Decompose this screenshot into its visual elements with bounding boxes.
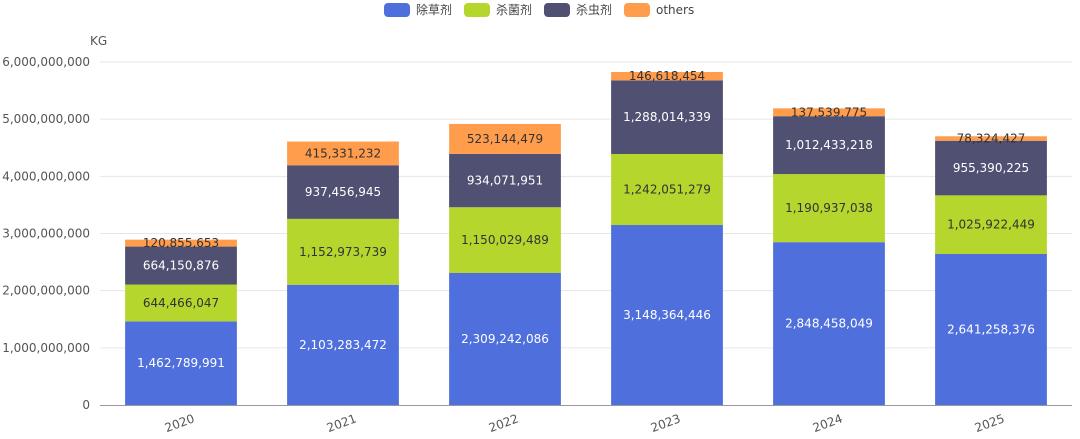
data-label: 146,618,454 <box>629 69 705 83</box>
data-label: 1,012,433,218 <box>785 138 873 152</box>
bar-segment <box>449 272 561 405</box>
x-axis-ticks: 2020 2021 2022 2023 2024 2025 <box>163 411 1006 435</box>
bar-segment <box>611 225 723 405</box>
gridlines <box>100 61 1072 349</box>
data-label: 2,309,242,086 <box>461 332 549 346</box>
data-label: 1,288,014,339 <box>623 110 711 124</box>
bar-segment <box>287 141 399 166</box>
legend-swatch <box>544 3 570 17</box>
bar-segment <box>935 195 1047 255</box>
data-label: 934,071,951 <box>467 174 543 188</box>
data-label: 120,855,653 <box>143 236 219 250</box>
bar-segment <box>125 321 237 405</box>
bar-segment <box>773 108 885 117</box>
bar-segment <box>611 80 723 155</box>
bar-segment <box>935 140 1047 196</box>
x-tick-label: 2021 <box>325 411 358 435</box>
data-label: 1,152,973,739 <box>299 245 387 259</box>
y-tick-label: 3,000,000,000 <box>2 227 90 241</box>
legend-label: 杀虫剂 <box>576 2 612 17</box>
bar-segment <box>449 123 561 154</box>
data-label: 1,150,029,489 <box>461 233 549 247</box>
data-label: 664,150,876 <box>143 259 219 273</box>
y-tick-label: 2,000,000,000 <box>2 284 90 298</box>
data-label: 415,331,232 <box>305 146 381 160</box>
data-label: 1,242,051,279 <box>623 183 711 197</box>
legend: 除草剂 杀菌剂 杀虫剂 others <box>384 2 694 17</box>
bar-segment <box>125 246 237 285</box>
legend-label: 杀菌剂 <box>496 2 532 17</box>
legend-label: 除草剂 <box>416 2 452 17</box>
data-label: 3,148,364,446 <box>623 308 711 322</box>
y-axis-ticks: 0 1,000,000,000 2,000,000,000 3,000,000,000… <box>2 55 90 412</box>
data-label: 78,324,427 <box>957 132 1026 146</box>
legend-item[interactable]: 除草剂 <box>384 2 452 17</box>
y-tick-label: 4,000,000,000 <box>2 169 90 183</box>
data-label: 1,462,789,991 <box>137 356 225 370</box>
data-label: 137,539,775 <box>791 105 867 119</box>
legend-swatch <box>464 3 490 17</box>
x-tick-label: 2024 <box>811 411 844 435</box>
bar-segment <box>287 165 399 219</box>
legend-item[interactable]: 杀菌剂 <box>464 2 532 17</box>
data-label: 937,456,945 <box>305 185 381 199</box>
legend-label: others <box>656 3 694 17</box>
x-tick-label: 2025 <box>973 411 1006 435</box>
data-label: 644,466,047 <box>143 296 219 310</box>
bar-segment <box>125 239 237 247</box>
data-label: 2,641,258,376 <box>947 323 1035 337</box>
bar-segment <box>287 284 399 405</box>
bar-segment <box>773 116 885 175</box>
bar-segment <box>287 218 399 285</box>
data-label: 2,103,283,472 <box>299 338 387 352</box>
legend-item[interactable]: others <box>624 3 694 17</box>
legend-item[interactable]: 杀虫剂 <box>544 2 612 17</box>
legend-swatch <box>624 3 650 17</box>
bar-segment <box>449 207 561 273</box>
bar-segment <box>611 72 723 81</box>
bar-segment <box>773 174 885 243</box>
data-label: 1,025,922,449 <box>947 218 1035 232</box>
bar-segment <box>449 153 561 208</box>
data-label: 2,848,458,049 <box>785 317 873 331</box>
bar-segment <box>125 284 237 322</box>
bars: 1,462,789,991 644,466,047 664,150,876 120,8… <box>125 69 1047 405</box>
data-label: 523,144,479 <box>467 132 543 146</box>
data-label: 955,390,225 <box>953 161 1029 175</box>
legend-swatch <box>384 3 410 17</box>
y-tick-label: 6,000,000,000 <box>2 55 90 69</box>
bar-segment <box>935 136 1047 141</box>
x-tick-label: 2023 <box>649 411 682 435</box>
bar-segment <box>773 242 885 405</box>
bar-segment <box>935 254 1047 405</box>
bar-segment <box>611 154 723 226</box>
x-tick-label: 2022 <box>487 411 520 435</box>
y-tick-label: 0 <box>82 398 90 412</box>
y-axis-unit-label: KG <box>90 34 107 48</box>
y-tick-label: 5,000,000,000 <box>2 112 90 126</box>
y-tick-label: 1,000,000,000 <box>2 341 90 355</box>
data-label: 1,190,937,038 <box>785 201 873 215</box>
x-tick-label: 2020 <box>163 411 196 435</box>
